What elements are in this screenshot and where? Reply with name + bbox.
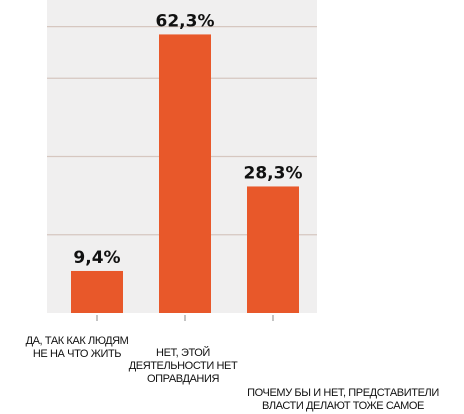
- data-label: 62,3%: [156, 11, 215, 31]
- data-label: 9,4%: [73, 248, 120, 268]
- bar: [71, 270, 123, 313]
- value-labels: 9,4% 62,3% 28,3%: [73, 11, 302, 268]
- tick-label: ПОЧЕМУ БЫ И НЕТ, ПРЕДСТАВИТЕЛИ ВЛАСТИ ДЕЛ…: [247, 387, 439, 412]
- bars: [71, 34, 299, 314]
- tick-label: ДА, ТАК КАК ЛЮДЯМ НЕ НА ЧТО ЖИТЬ: [26, 335, 129, 360]
- tick-label: НЕТ, ЭТОЙ ДЕЯТЕЛЬНОСТИ НЕТ ОПРАВДАНИЯ: [129, 346, 238, 385]
- x-ticks: [96, 315, 274, 321]
- category-labels: ДА, ТАК КАК ЛЮДЯМ НЕ НА ЧТО ЖИТЬ НЕТ, ЭТОЙ…: [26, 335, 440, 412]
- bar: [247, 186, 299, 313]
- data-label: 28,3%: [244, 163, 303, 183]
- bar: [159, 34, 211, 314]
